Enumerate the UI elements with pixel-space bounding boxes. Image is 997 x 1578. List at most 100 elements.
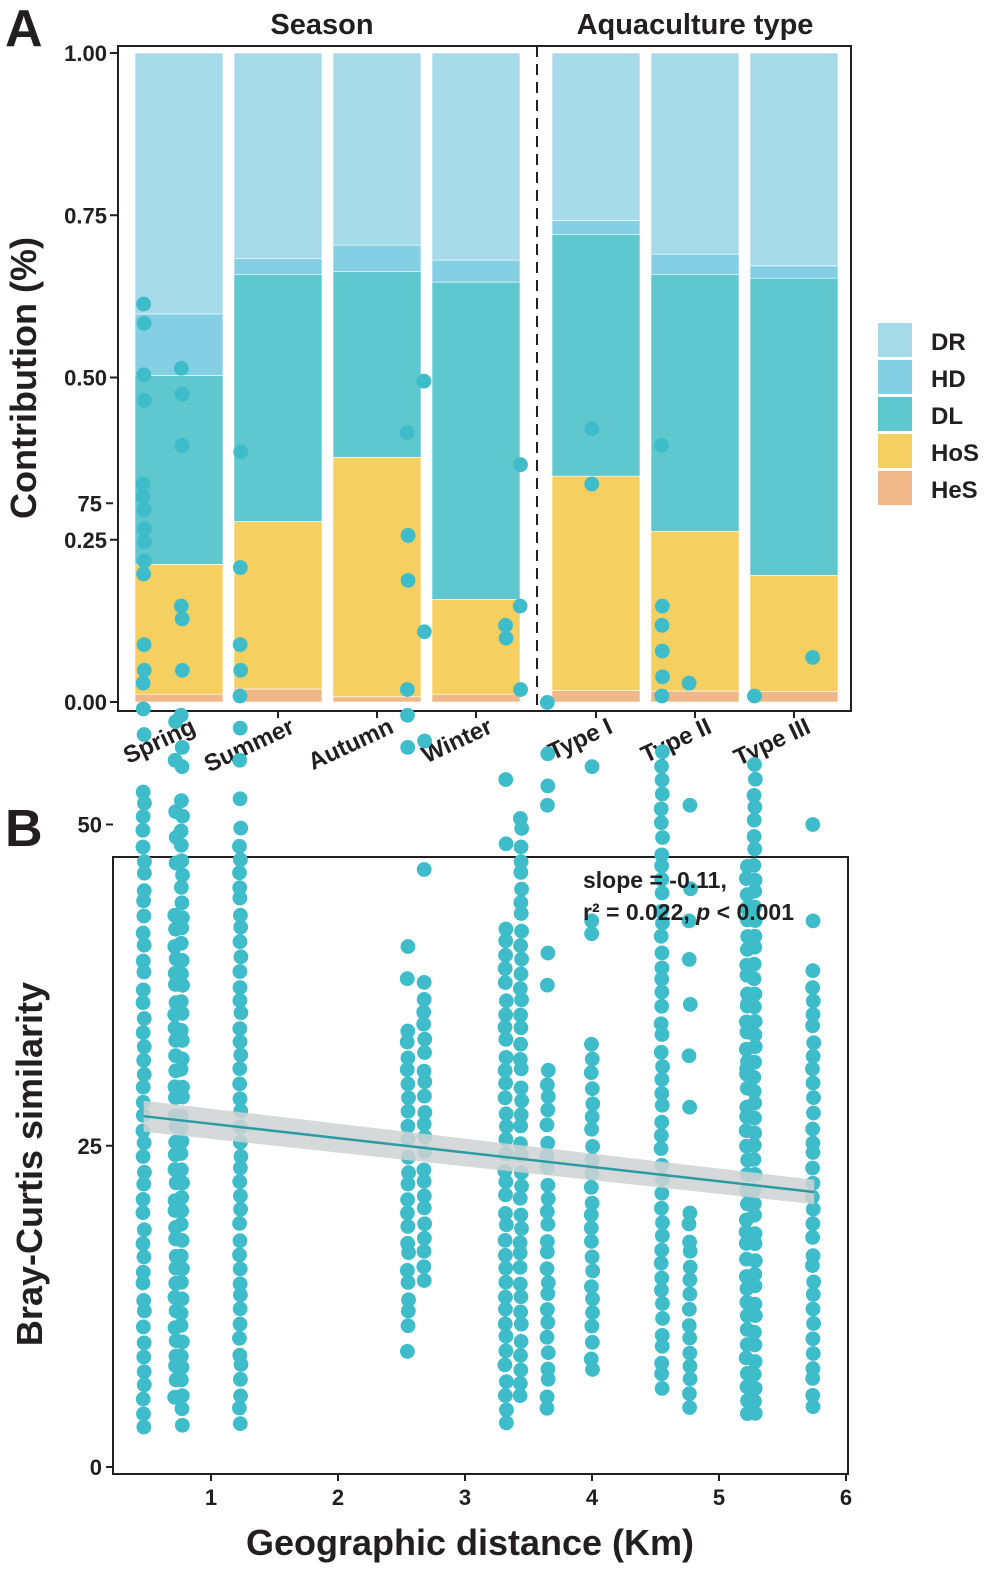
point-col1-54	[136, 521, 152, 537]
panel-a-legend: DR HD DL HoS HeS	[878, 323, 979, 505]
bar-type-ii-hd	[650, 253, 740, 275]
point-col1-15	[136, 1222, 152, 1238]
point-col1-49	[136, 367, 152, 383]
point-col7-3	[497, 1388, 513, 1403]
point-col3-39	[173, 879, 189, 895]
point-col3-49	[173, 598, 189, 614]
point-col7-8	[497, 1316, 513, 1332]
point-col1-50	[136, 393, 152, 408]
point-col5-12	[401, 1165, 416, 1181]
point-col9-21	[539, 1117, 555, 1133]
point-col7-14	[497, 1232, 513, 1248]
point-col3-20	[173, 1146, 189, 1161]
point-col10-13	[584, 1195, 600, 1211]
point-col8-33	[513, 938, 528, 954]
point-col9-15	[539, 1204, 555, 1219]
point-col14-36	[747, 913, 763, 928]
point-col3-6	[173, 1348, 189, 1364]
point-col1-28	[136, 1039, 152, 1055]
y-tick-label-0-50: 0.50	[64, 366, 107, 391]
point-col6-23	[416, 373, 432, 389]
point-col1-11	[135, 1275, 151, 1291]
x-tick-label-summer: Summer	[200, 713, 298, 778]
point-col4-42	[232, 838, 247, 854]
point-col12-7	[681, 1318, 697, 1333]
point-col5-25	[400, 572, 416, 588]
point-col15-34	[805, 817, 821, 832]
point-col14-3	[747, 1380, 763, 1396]
y-tick-label-75: 75	[78, 491, 102, 516]
point-col10-27	[584, 759, 600, 775]
point-col14-20	[746, 1137, 762, 1153]
point-col8-16	[514, 1178, 529, 1194]
panel-a-header-aquaculture: Aquaculture type	[577, 9, 814, 41]
panel-b-p-label: p	[695, 899, 710, 925]
point-col3-14	[174, 1232, 190, 1248]
point-col4-50	[232, 752, 248, 768]
bar-winter-dl	[431, 281, 521, 600]
point-col4-13	[232, 1247, 247, 1263]
point-col4-27	[233, 1047, 249, 1063]
point-col3-34	[174, 952, 190, 968]
point-col4-33	[232, 964, 248, 979]
point-col12-18	[683, 881, 698, 897]
point-col1-48	[136, 315, 152, 331]
bar-type-iii-dl	[749, 277, 839, 576]
point-col7-24	[497, 1090, 513, 1106]
point-col3-12	[175, 1261, 190, 1277]
point-col5-8	[400, 1218, 416, 1234]
x-tick-label-autumn: Autumn	[304, 713, 398, 776]
point-col1-3	[135, 1391, 151, 1407]
point-col15-26	[805, 1048, 821, 1064]
point-col6-2	[416, 1259, 432, 1275]
point-col8-27	[513, 1020, 529, 1036]
point-col3-47	[174, 386, 190, 402]
point-col8-45	[513, 682, 528, 697]
point-col10-8	[585, 1263, 601, 1279]
point-col14-39	[747, 872, 763, 888]
point-col1-57	[136, 566, 151, 582]
point-col10-14	[583, 1179, 599, 1195]
point-col4-38	[232, 890, 248, 906]
panel-a-label: A	[5, 0, 43, 58]
panel-b-label: B	[5, 800, 43, 858]
point-col11-34	[655, 915, 670, 931]
point-col11-30	[654, 971, 670, 987]
x-tick-label-type-ii: Type II	[637, 713, 716, 769]
point-col1-51	[135, 476, 151, 492]
point-col12-22	[681, 1048, 697, 1064]
point-col6-7	[416, 1188, 432, 1204]
point-col7-40	[498, 836, 514, 852]
point-col5-19	[399, 1062, 415, 1078]
point-col14-2	[747, 1393, 762, 1409]
point-col11-13	[655, 1215, 670, 1230]
point-col8-42	[512, 811, 528, 826]
x-tick-label-type-iii: Type III	[730, 713, 815, 772]
point-col9-28	[540, 778, 556, 794]
point-col1-39	[136, 883, 152, 899]
point-col14-24	[746, 1083, 762, 1099]
point-col4-15	[232, 1216, 247, 1231]
point-col9-24	[539, 1077, 555, 1093]
point-col15-28	[805, 1018, 821, 1034]
point-col9-6	[539, 1329, 555, 1345]
point-col15-22	[806, 1105, 821, 1121]
y-tick-label-50: 50	[78, 813, 102, 838]
point-col1-8	[135, 1319, 151, 1335]
bar-type-ii-dl	[650, 274, 740, 532]
panel-b-regression	[143, 1100, 815, 1205]
point-col15-4	[805, 1361, 821, 1376]
y-tick-label-1-00: 1.00	[64, 41, 107, 66]
point-col15-27	[806, 1035, 822, 1051]
point-col4-25	[232, 1076, 248, 1092]
point-col9-9	[540, 1286, 556, 1301]
point-col14-7	[746, 1324, 762, 1340]
point-col15-6	[805, 1331, 821, 1347]
panel-b-annotation-line1: slope = -0.11,	[583, 867, 727, 893]
point-col4-3	[233, 1388, 248, 1404]
point-col10-20	[585, 1096, 601, 1112]
panel-b-annotation-line2: r² = 0.022, p < 0.001	[583, 899, 794, 925]
point-col1-27	[136, 1052, 152, 1068]
panel-a-y-axis-title: Contribution (%)	[3, 237, 44, 519]
point-col6-21	[416, 992, 432, 1007]
